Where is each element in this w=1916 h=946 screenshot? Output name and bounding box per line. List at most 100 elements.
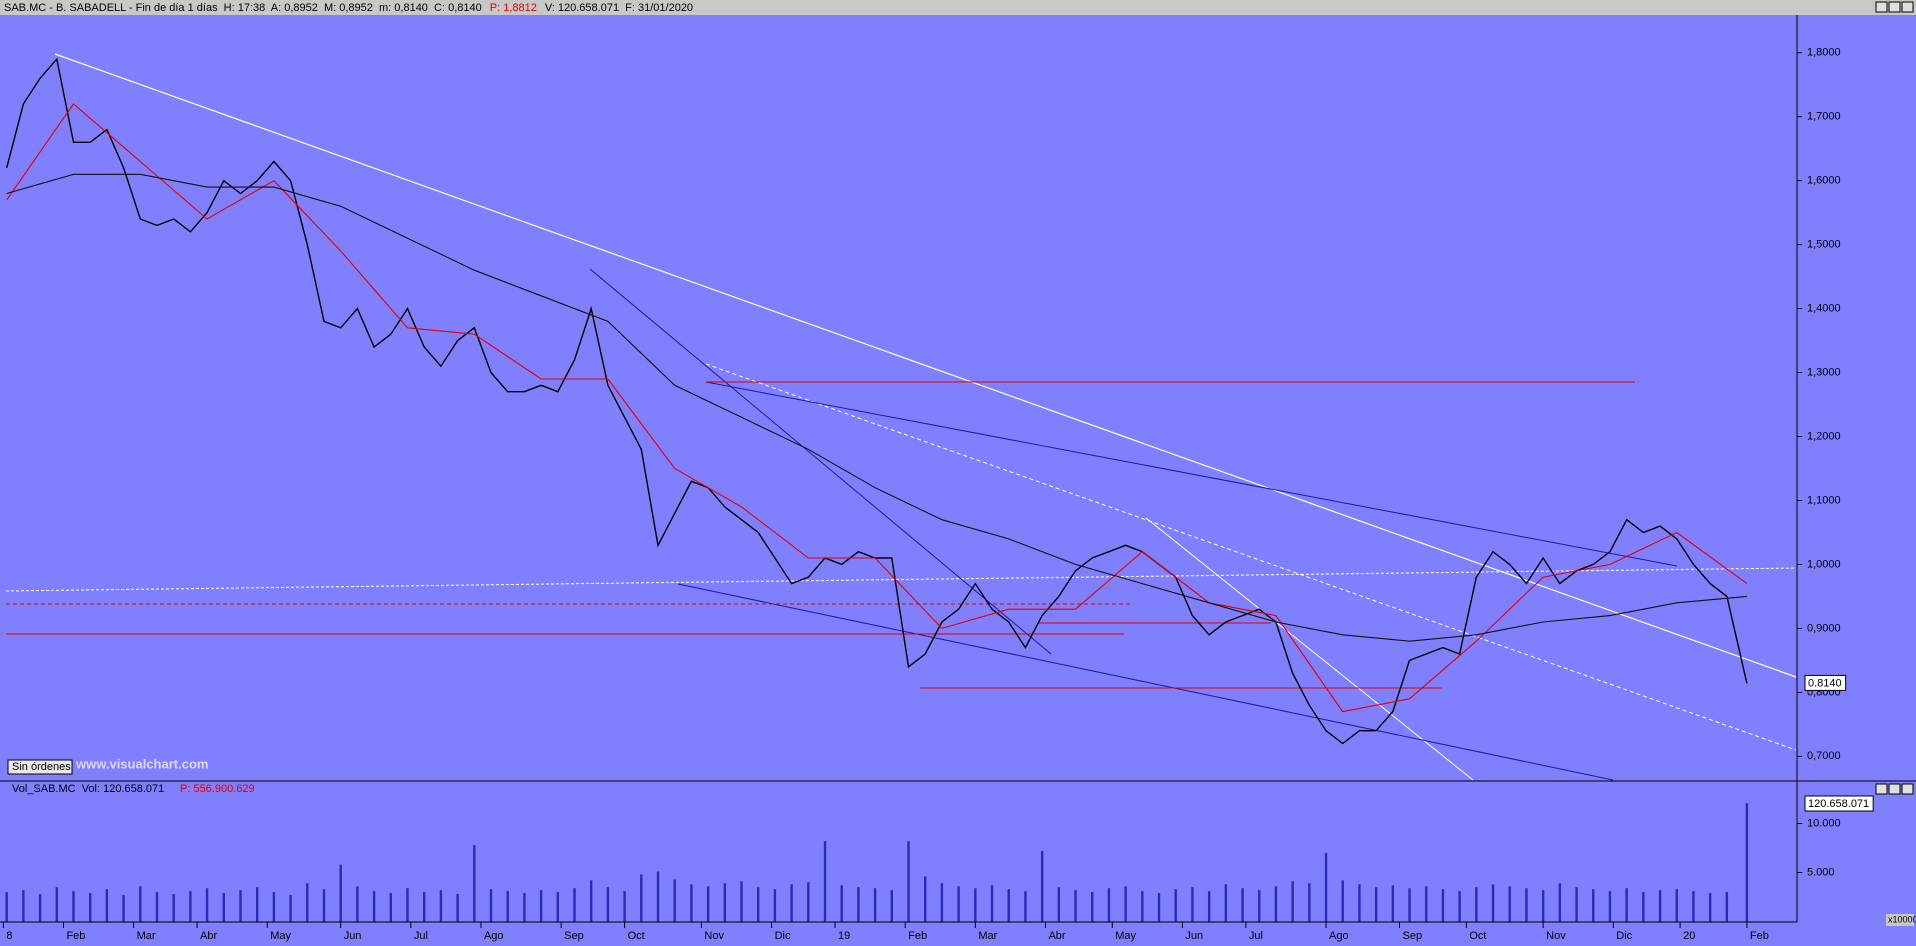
volume-bar — [1324, 852, 1328, 922]
x-tick-label: Ago — [484, 930, 504, 942]
trend-line — [54, 53, 1797, 678]
volume-bar — [1508, 886, 1511, 922]
volume-bar — [506, 891, 509, 922]
volume-bar — [1157, 893, 1161, 922]
x-tick-label: 8 — [6, 930, 12, 942]
x-tick-label: Jul — [414, 930, 428, 942]
x-tick-label: Dic — [1616, 930, 1632, 942]
volume-bar — [1291, 881, 1294, 922]
volume-bar — [122, 895, 125, 922]
volume-bar — [55, 887, 58, 922]
volume-bar — [255, 887, 259, 922]
volume-bar — [1558, 883, 1562, 922]
volume-bar — [757, 887, 760, 922]
x-tick-label: Nov — [704, 930, 724, 942]
volume-bar — [1258, 890, 1261, 922]
y-tick-label: 5.000 — [1807, 866, 1835, 878]
volume-bar — [1358, 884, 1361, 922]
volume-bar — [957, 886, 960, 922]
volume-bar — [1391, 885, 1395, 922]
volume-bar — [1525, 888, 1528, 922]
last-value-label: 120.658.071 — [1808, 798, 1869, 810]
volume-bar — [1491, 884, 1495, 922]
minimize[interactable] — [1875, 1, 1888, 13]
volume-bar — [189, 891, 192, 922]
volume-bar — [439, 890, 443, 922]
volume-header-p: P: 556.900.629 — [180, 783, 255, 795]
close[interactable] — [1901, 1, 1914, 13]
volume-bar — [1024, 891, 1027, 922]
volume-pane-controls[interactable] — [1875, 783, 1914, 795]
volume-bar — [372, 891, 376, 922]
trend-line — [1145, 517, 1474, 781]
volume-bar — [456, 894, 459, 922]
volume-bar — [1458, 891, 1461, 922]
y-tick-label: 1,6000 — [1807, 175, 1841, 187]
x-tick-label: May — [1115, 930, 1136, 942]
volume-bar — [857, 887, 860, 922]
volume-bar — [1475, 887, 1478, 922]
volume-bar — [1308, 883, 1311, 922]
volume-bar — [1608, 891, 1612, 922]
watermark: www.visualchart.com — [75, 756, 208, 771]
volume-bar — [322, 889, 326, 922]
volume-bar — [1625, 888, 1628, 922]
volume-bar — [406, 888, 409, 922]
y-tick-label: 1,3000 — [1807, 366, 1841, 378]
orders-button[interactable] — [7, 759, 73, 775]
x-tick-label: Feb — [908, 930, 927, 942]
volume-bar — [1207, 891, 1211, 922]
volume-bar — [640, 874, 643, 922]
volume-bar — [155, 892, 159, 922]
x-tick-label: Dic — [775, 930, 791, 942]
volume-bar — [422, 892, 426, 922]
close[interactable] — [1901, 783, 1914, 795]
volume-bar — [1745, 803, 1749, 922]
volume-bar — [1040, 850, 1044, 922]
x-tick-label: Sep — [1403, 930, 1423, 942]
orders-button-label[interactable]: Sin órdenes — [12, 761, 71, 773]
scale-box — [1886, 914, 1914, 926]
title-bar — [0, 0, 1916, 15]
volume-bar — [807, 882, 810, 922]
y-tick-label: 1,1000 — [1807, 494, 1841, 506]
window-controls[interactable] — [1875, 1, 1914, 13]
volume-bar — [590, 880, 593, 922]
volume-bar — [5, 892, 8, 922]
maximize[interactable] — [1888, 1, 1901, 13]
volume-bar — [606, 887, 610, 922]
y-tick-label: 10.000 — [1807, 817, 1841, 829]
minimize[interactable] — [1875, 783, 1888, 795]
maximize[interactable] — [1888, 783, 1901, 795]
volume-bar — [105, 889, 109, 922]
y-tick-label: 1,7000 — [1807, 111, 1841, 123]
volume-bar — [907, 841, 910, 922]
volume-bar — [539, 890, 543, 922]
last-value-box — [1804, 674, 1847, 691]
volume-bar — [873, 888, 877, 922]
x-tick-label: 20 — [1683, 930, 1695, 942]
volume-bar — [72, 891, 75, 922]
volume-bar — [1341, 880, 1344, 922]
volume-bar — [239, 890, 242, 922]
volume-bar — [1441, 889, 1445, 922]
volume-bar — [289, 895, 292, 922]
price-line — [6, 173, 1747, 642]
x-tick-label: Feb — [66, 930, 85, 942]
x-tick-label: Mar — [978, 930, 997, 942]
volume-bar — [1374, 887, 1378, 922]
trend-line — [705, 363, 1797, 751]
title-p: P: 1,8812 — [490, 2, 537, 14]
price-line — [6, 103, 1748, 713]
volume-bar — [272, 892, 276, 922]
y-tick-label: 1,2000 — [1807, 430, 1841, 442]
x-tick-label: Feb — [1750, 930, 1769, 942]
volume-bar — [1091, 892, 1094, 922]
last-value-box — [1804, 795, 1874, 812]
title-text: SAB.MC - B. SABADELL - Fin de día 1 días… — [4, 2, 482, 14]
volume-bar — [1692, 891, 1695, 922]
y-tick-label: 1,4000 — [1807, 302, 1841, 314]
trend-line — [705, 381, 1678, 567]
